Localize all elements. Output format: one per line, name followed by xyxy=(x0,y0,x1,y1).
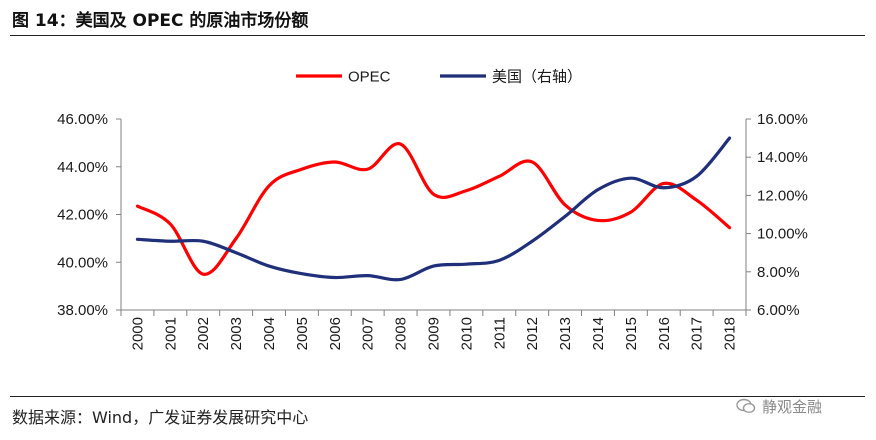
x-tick-label: 2016 xyxy=(656,317,673,350)
x-tick-label: 2009 xyxy=(426,317,443,350)
left-tick-label: 44.00% xyxy=(57,159,108,176)
x-tick-label: 2005 xyxy=(294,317,311,350)
left-tick-label: 38.00% xyxy=(57,302,108,319)
right-tick-label: 14.00% xyxy=(757,149,808,166)
chart-legend: OPEC 美国（右轴） xyxy=(296,69,582,86)
x-tick-label: 2001 xyxy=(162,317,179,350)
watermark-text: 静观金融 xyxy=(762,397,823,416)
watermark: 静观金融 xyxy=(736,396,822,416)
legend-item-opec: OPEC xyxy=(296,69,391,86)
x-tick-label: 2010 xyxy=(458,317,475,350)
right-tick-label: 6.00% xyxy=(757,302,800,319)
x-tick-label: 2006 xyxy=(327,317,344,350)
source-note: 数据来源：Wind，广发证券发展研究中心 xyxy=(12,408,309,427)
left-tick-label: 40.00% xyxy=(57,254,108,271)
right-tick-label: 16.00% xyxy=(757,111,808,128)
right-tick-label: 10.00% xyxy=(757,226,808,243)
source-divider xyxy=(10,396,865,397)
x-tick-label: 2018 xyxy=(722,317,739,350)
x-tick-label: 2002 xyxy=(195,317,212,350)
legend-item-usa: 美国（右轴） xyxy=(440,69,582,86)
opec-series-line xyxy=(135,142,732,276)
x-tick-label: 2013 xyxy=(557,317,574,350)
x-tick-label: 2003 xyxy=(228,317,245,350)
title-divider xyxy=(10,35,865,36)
x-tick-label: 2012 xyxy=(524,317,541,350)
x-tick-label: 2014 xyxy=(590,317,607,350)
right-tick-label: 12.00% xyxy=(757,187,808,204)
left-tick-label: 46.00% xyxy=(57,111,108,128)
chart-area: OPEC 美国（右轴） 38.00% 40.00% 42.00% 44.00% 46.00… xyxy=(57,69,808,351)
x-tick-label: 2011 xyxy=(491,317,508,349)
figure-title: 图 14：美国及 OPEC 的原油市场份额 xyxy=(12,11,309,31)
x-tick-label: 2008 xyxy=(393,317,410,350)
x-tick-label: 2007 xyxy=(360,317,377,350)
left-y-axis: 38.00% 40.00% 42.00% 44.00% 46.00% xyxy=(57,111,122,319)
x-tick-label: 2015 xyxy=(623,317,640,350)
left-tick-label: 42.00% xyxy=(57,207,108,224)
usa-series-line xyxy=(135,136,732,282)
right-y-axis: 6.00% 8.00% 10.00% 12.00% 14.00% 16.00% xyxy=(745,111,808,319)
legend-label: OPEC xyxy=(348,69,391,86)
x-tick-label: 2000 xyxy=(129,317,146,350)
wechat-icon xyxy=(736,398,756,414)
x-tick-label: 2004 xyxy=(261,317,278,350)
series-lines xyxy=(135,136,732,282)
right-tick-label: 8.00% xyxy=(757,264,800,281)
legend-label: 美国（右轴） xyxy=(492,69,582,86)
x-tick-label: 2017 xyxy=(689,317,706,350)
x-axis: 2000 2001 2002 2003 2004 2005 2006 2007 2008 2009… xyxy=(120,309,747,350)
